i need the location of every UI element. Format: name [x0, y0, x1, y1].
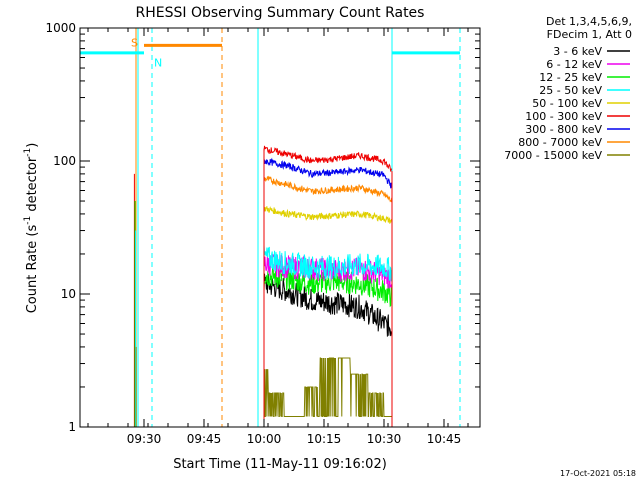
- y-axis-label: Count Rate (s-1 detector-1): [23, 143, 40, 314]
- y-axis-label-sup2: -1: [23, 148, 33, 157]
- y-tick-label-1: 10: [61, 287, 76, 301]
- legend-label-1: 6 - 12 keV: [546, 58, 602, 71]
- series-line-7: [263, 175, 393, 203]
- plot-frame: [79, 27, 481, 428]
- legend-header-line2: FDecim 1, Att 0: [547, 28, 632, 41]
- x-tick-label-4: 10:30: [367, 432, 402, 446]
- y-axis-label-end: ): [25, 143, 40, 148]
- night-flag-label: N: [154, 56, 162, 69]
- legend: Det 1,3,4,5,6,9, FDecim 1, Att 0 3 - 6 k…: [504, 15, 632, 162]
- y-axis-label-main: Count Rate (s: [25, 225, 40, 314]
- y-tick-label-2: 100: [53, 154, 76, 168]
- x-tick-label-2: 10:00: [247, 432, 282, 446]
- legend-label-8: 7000 - 15000 keV: [504, 149, 602, 162]
- legend-label-7: 800 - 7000 keV: [518, 136, 602, 149]
- series-line-0: [263, 273, 393, 337]
- series-line-6: [263, 157, 393, 189]
- x-tick-label-5: 10:45: [427, 432, 462, 446]
- legend-label-0: 3 - 6 keV: [553, 45, 602, 58]
- footer-timestamp: 17-Oct-2021 05:18: [560, 469, 636, 478]
- y-axis-label-sup1: -1: [23, 216, 33, 225]
- legend-label-4: 50 - 100 keV: [532, 97, 602, 110]
- saa-flag-label: S: [131, 36, 138, 49]
- series-line-5: [263, 145, 393, 172]
- series-line-8: [264, 357, 392, 417]
- y-tick-label-0: 1: [68, 420, 76, 434]
- x-tick-label-3: 10:15: [307, 432, 342, 446]
- legend-label-5: 100 - 300 keV: [525, 110, 602, 123]
- legend-header-line1: Det 1,3,4,5,6,9,: [546, 15, 632, 28]
- series-line-4: [263, 206, 393, 224]
- legend-label-6: 300 - 800 keV: [525, 123, 602, 136]
- chart-title: RHESSI Observing Summary Count Rates: [136, 5, 425, 21]
- series-line-3: [263, 245, 393, 282]
- legend-label-2: 12 - 25 keV: [539, 71, 602, 84]
- y-tick-label-3: 1000: [45, 21, 76, 35]
- x-tick-label-0: 09:30: [127, 432, 162, 446]
- legend-label-3: 25 - 50 keV: [539, 84, 602, 97]
- x-tick-label-1: 09:45: [187, 432, 222, 446]
- x-axis-label: Start Time (11-May-11 09:16:02): [173, 457, 387, 472]
- y-axis-label-mid: detector: [25, 156, 40, 216]
